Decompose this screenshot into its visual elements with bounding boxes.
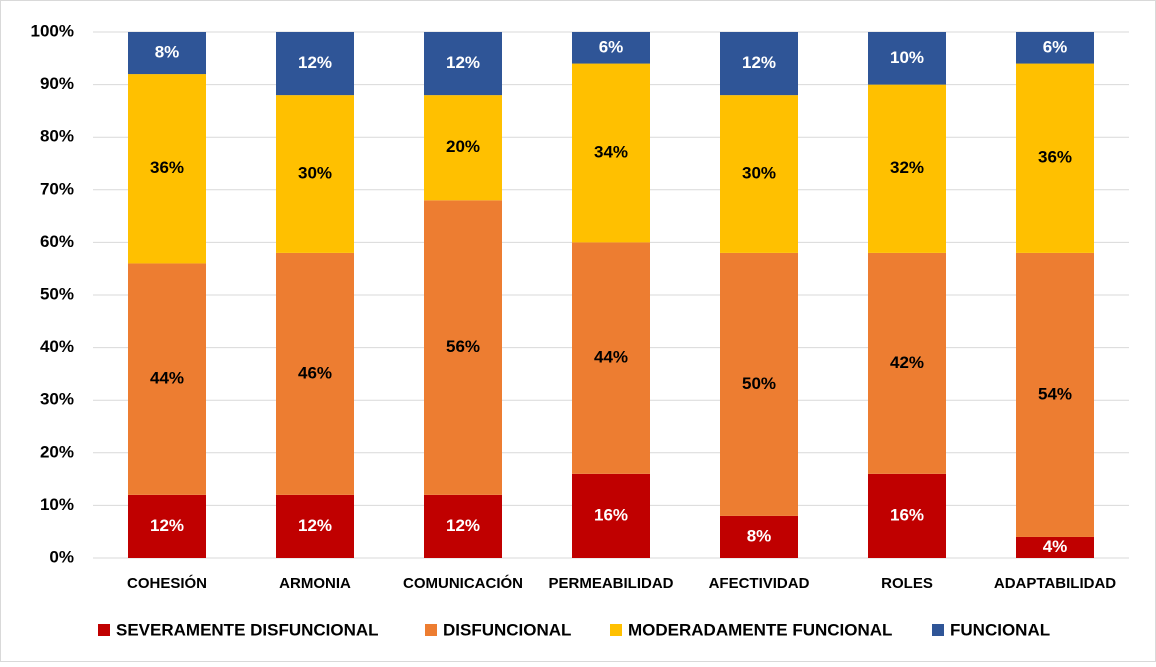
bar-segment (572, 32, 650, 64)
data-label: 12% (742, 53, 776, 72)
bar-segment (128, 74, 206, 264)
data-label: 6% (599, 37, 624, 56)
data-label: 16% (890, 505, 924, 524)
bar-segment (128, 263, 206, 495)
data-label: 6% (1043, 37, 1068, 56)
bar-segment (424, 494, 502, 558)
data-label: 12% (150, 516, 184, 535)
data-label: 56% (446, 337, 480, 356)
data-label: 8% (155, 43, 180, 62)
legend-label: MODERADAMENTE FUNCIONAL (628, 620, 892, 639)
y-tick-label: 70% (40, 179, 74, 198)
data-label: 10% (890, 48, 924, 67)
bar-segment (424, 200, 502, 495)
data-label: 20% (446, 137, 480, 156)
data-label: 12% (446, 53, 480, 72)
y-tick-label: 90% (40, 74, 74, 93)
x-tick-label: ROLES (881, 575, 933, 592)
data-label: 44% (594, 348, 628, 367)
data-label: 8% (747, 526, 772, 545)
bar-segment (424, 32, 502, 96)
bar-segment (868, 473, 946, 558)
data-label: 4% (1043, 537, 1068, 556)
y-tick-label: 30% (40, 390, 74, 409)
x-tick-label: AFECTIVIDAD (709, 575, 810, 592)
bar-segment (868, 32, 946, 85)
bar-segment (720, 95, 798, 253)
bar-segment (572, 63, 650, 243)
legend-label: FUNCIONAL (950, 620, 1050, 639)
legend-swatch (425, 624, 437, 636)
bar-segment (720, 32, 798, 96)
bar-segment (276, 494, 354, 558)
bar-segment (128, 494, 206, 558)
data-label: 50% (742, 374, 776, 393)
data-label: 46% (298, 363, 332, 382)
bar-segment (1016, 63, 1094, 253)
data-label: 12% (446, 516, 480, 535)
bar-segment (720, 252, 798, 516)
x-tick-label: COHESIÓN (127, 574, 207, 592)
x-tick-label: ARMONIA (279, 575, 351, 592)
bar-segment (868, 252, 946, 474)
bar-segment (276, 252, 354, 495)
data-label: 34% (594, 142, 628, 161)
legend-swatch (98, 624, 110, 636)
legend-swatch (932, 624, 944, 636)
legend-label: DISFUNCIONAL (443, 620, 571, 639)
data-label: 30% (742, 164, 776, 183)
bar-segment (276, 95, 354, 253)
legend-swatch (610, 624, 622, 636)
bar-segment (424, 95, 502, 201)
legend-label: SEVERAMENTE DISFUNCIONAL (116, 620, 379, 639)
bar-segment (1016, 536, 1094, 558)
bar-segment (276, 32, 354, 96)
y-tick-label: 20% (40, 442, 74, 461)
bar-segment (128, 32, 206, 75)
bar-segment (720, 515, 798, 558)
data-label: 44% (150, 369, 184, 388)
data-label: 12% (298, 516, 332, 535)
bar-segment (572, 473, 650, 558)
x-tick-label: PERMEABILIDAD (548, 575, 673, 592)
bar-segment (1016, 252, 1094, 537)
y-tick-label: 60% (40, 232, 74, 251)
data-label: 42% (890, 353, 924, 372)
data-label: 54% (1038, 384, 1072, 403)
y-tick-label: 50% (40, 284, 74, 303)
data-label: 36% (150, 158, 184, 177)
y-tick-label: 10% (40, 495, 74, 514)
x-tick-label: COMUNICACIÓN (403, 574, 523, 592)
x-tick-label: ADAPTABILIDAD (994, 575, 1116, 592)
y-tick-label: 80% (40, 127, 74, 146)
bar-segment (1016, 32, 1094, 64)
data-label: 30% (298, 164, 332, 183)
y-tick-label: 100% (31, 21, 74, 40)
data-label: 32% (890, 158, 924, 177)
data-label: 12% (298, 53, 332, 72)
bar-segment (868, 84, 946, 253)
bar-segment (572, 242, 650, 474)
y-tick-label: 0% (49, 547, 74, 566)
data-label: 16% (594, 505, 628, 524)
y-tick-label: 40% (40, 337, 74, 356)
data-label: 36% (1038, 148, 1072, 167)
